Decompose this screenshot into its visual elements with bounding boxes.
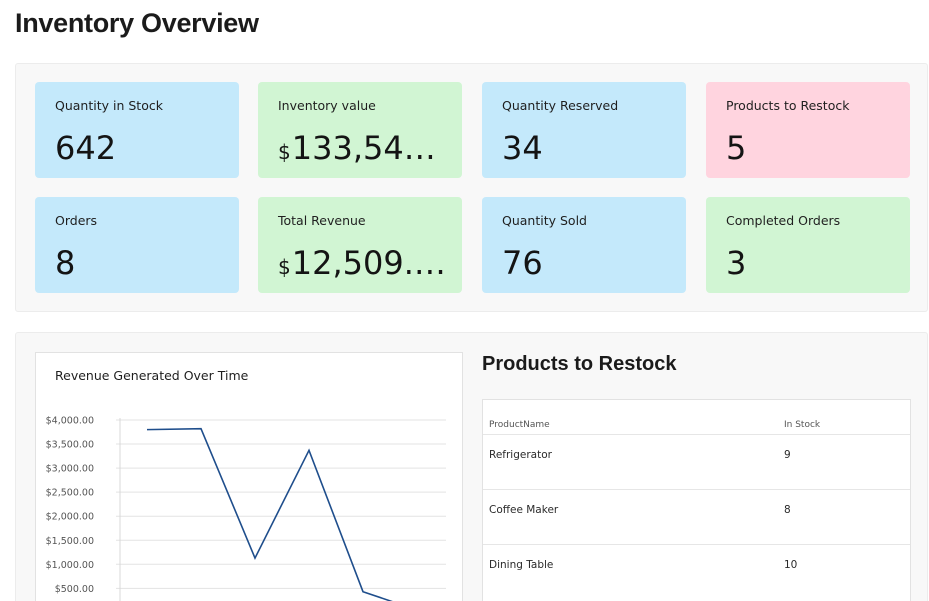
kpi-total-revenue[interactable]: Total Revenue $12,509.24 — [258, 197, 462, 293]
kpi-value: $133,543.… — [278, 129, 450, 167]
bottom-panel: Revenue Generated Over Time $4,000.00 $3,… — [15, 332, 928, 601]
kpi-quantity-reserved[interactable]: Quantity Reserved 34 — [482, 82, 686, 178]
column-header-productname[interactable]: ProductName — [489, 420, 550, 430]
page-title: Inventory Overview — [15, 8, 259, 38]
restock-table: ProductName In Stock Refrigerator 9 Coff… — [482, 399, 911, 601]
kpi-label: Completed Orders — [726, 213, 841, 228]
in-stock-cell: 10 — [784, 559, 798, 571]
kpi-label: Total Revenue — [278, 213, 366, 228]
restock-title: Products to Restock — [482, 353, 677, 375]
y-tick-label: $4,000.00 — [46, 416, 94, 427]
table-row[interactable]: Refrigerator 9 — [483, 434, 910, 489]
product-name-cell: Coffee Maker — [489, 504, 559, 516]
kpi-label: Inventory value — [278, 98, 376, 113]
kpi-label: Orders — [55, 213, 98, 228]
kpi-value: 5 — [726, 129, 747, 167]
in-stock-cell: 9 — [784, 449, 791, 461]
revenue-chart-card: Revenue Generated Over Time $4,000.00 $3,… — [35, 352, 463, 601]
data-point[interactable] — [306, 447, 312, 453]
kpi-panel: Quantity in Stock 642 Inventory value $1… — [15, 63, 928, 312]
currency-symbol: $ — [278, 255, 291, 279]
product-name-cell: Dining Table — [489, 559, 554, 571]
in-stock-cell: 8 — [784, 504, 791, 516]
chart-title: Revenue Generated Over Time — [55, 368, 249, 383]
table-row[interactable]: Coffee Maker 8 — [483, 489, 910, 544]
column-header-in-stock[interactable]: In Stock — [784, 420, 821, 430]
kpi-label: Quantity Sold — [502, 213, 587, 228]
kpi-orders[interactable]: Orders 8 — [35, 197, 239, 293]
kpi-label: Quantity in Stock — [55, 98, 163, 113]
kpi-quantity-in-stock[interactable]: Quantity in Stock 642 — [35, 82, 239, 178]
y-tick-label: $2,000.00 — [46, 512, 94, 523]
kpi-value: 34 — [502, 129, 543, 167]
y-tick-label: $1,500.00 — [46, 536, 94, 547]
y-tick-label: $3,000.00 — [46, 464, 94, 475]
kpi-value: 8 — [55, 244, 76, 282]
kpi-value: 642 — [55, 129, 117, 167]
data-point[interactable] — [198, 426, 204, 432]
revenue-line-chart: $4,000.00 $3,500.00 $3,000.00 $2,500.00 $2,0… — [46, 416, 446, 601]
y-tick-label: $2,500.00 — [46, 488, 94, 499]
y-tick-label: $500.00 — [55, 584, 94, 595]
revenue-series-line — [146, 427, 393, 601]
currency-symbol: $ — [278, 140, 291, 164]
data-point[interactable] — [144, 427, 150, 433]
kpi-completed-orders[interactable]: Completed Orders 3 — [706, 197, 910, 293]
kpi-products-to-restock[interactable]: Products to Restock 5 — [706, 82, 910, 178]
kpi-label: Quantity Reserved — [502, 98, 619, 113]
y-tick-label: $1,000.00 — [46, 560, 94, 571]
kpi-value: 3 — [726, 244, 747, 282]
kpi-quantity-sold[interactable]: Quantity Sold 76 — [482, 197, 686, 293]
kpi-label: Products to Restock — [726, 98, 850, 113]
data-point[interactable] — [360, 589, 366, 595]
table-row[interactable]: Dining Table 10 — [483, 544, 910, 599]
kpi-inventory-value[interactable]: Inventory value $133,543.… — [258, 82, 462, 178]
y-tick-label: $3,500.00 — [46, 440, 94, 451]
product-name-cell: Refrigerator — [489, 449, 552, 461]
data-point[interactable] — [252, 555, 258, 561]
kpi-value: $12,509.24 — [278, 244, 450, 282]
kpi-value: 76 — [502, 244, 543, 282]
